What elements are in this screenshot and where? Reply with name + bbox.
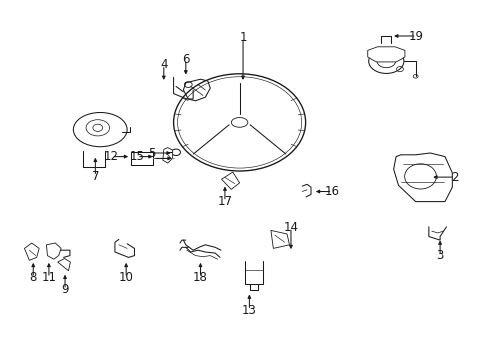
Text: 19: 19	[408, 30, 423, 42]
Text: 17: 17	[217, 195, 232, 208]
Text: 16: 16	[325, 185, 339, 198]
Polygon shape	[58, 258, 70, 271]
Ellipse shape	[404, 164, 435, 189]
Text: 5: 5	[147, 147, 155, 159]
Text: 4: 4	[160, 58, 167, 71]
Text: 3: 3	[435, 249, 443, 262]
Text: 8: 8	[29, 271, 37, 284]
Text: 6: 6	[182, 53, 189, 66]
Polygon shape	[24, 243, 39, 260]
Circle shape	[171, 149, 180, 156]
Text: 10: 10	[119, 271, 133, 284]
Polygon shape	[46, 243, 61, 259]
Polygon shape	[393, 153, 451, 202]
Text: 12: 12	[104, 150, 119, 163]
Text: 13: 13	[242, 304, 256, 317]
Text: 2: 2	[450, 171, 458, 184]
Polygon shape	[163, 148, 172, 163]
Polygon shape	[270, 230, 289, 248]
Text: 14: 14	[283, 221, 298, 234]
Text: 11: 11	[41, 271, 56, 284]
Polygon shape	[221, 172, 239, 189]
Text: 18: 18	[193, 271, 207, 284]
Text: 15: 15	[129, 150, 144, 163]
Text: 7: 7	[91, 170, 99, 183]
Polygon shape	[367, 47, 404, 62]
Ellipse shape	[368, 49, 403, 73]
Text: 1: 1	[239, 31, 246, 44]
Text: 9: 9	[61, 283, 69, 296]
